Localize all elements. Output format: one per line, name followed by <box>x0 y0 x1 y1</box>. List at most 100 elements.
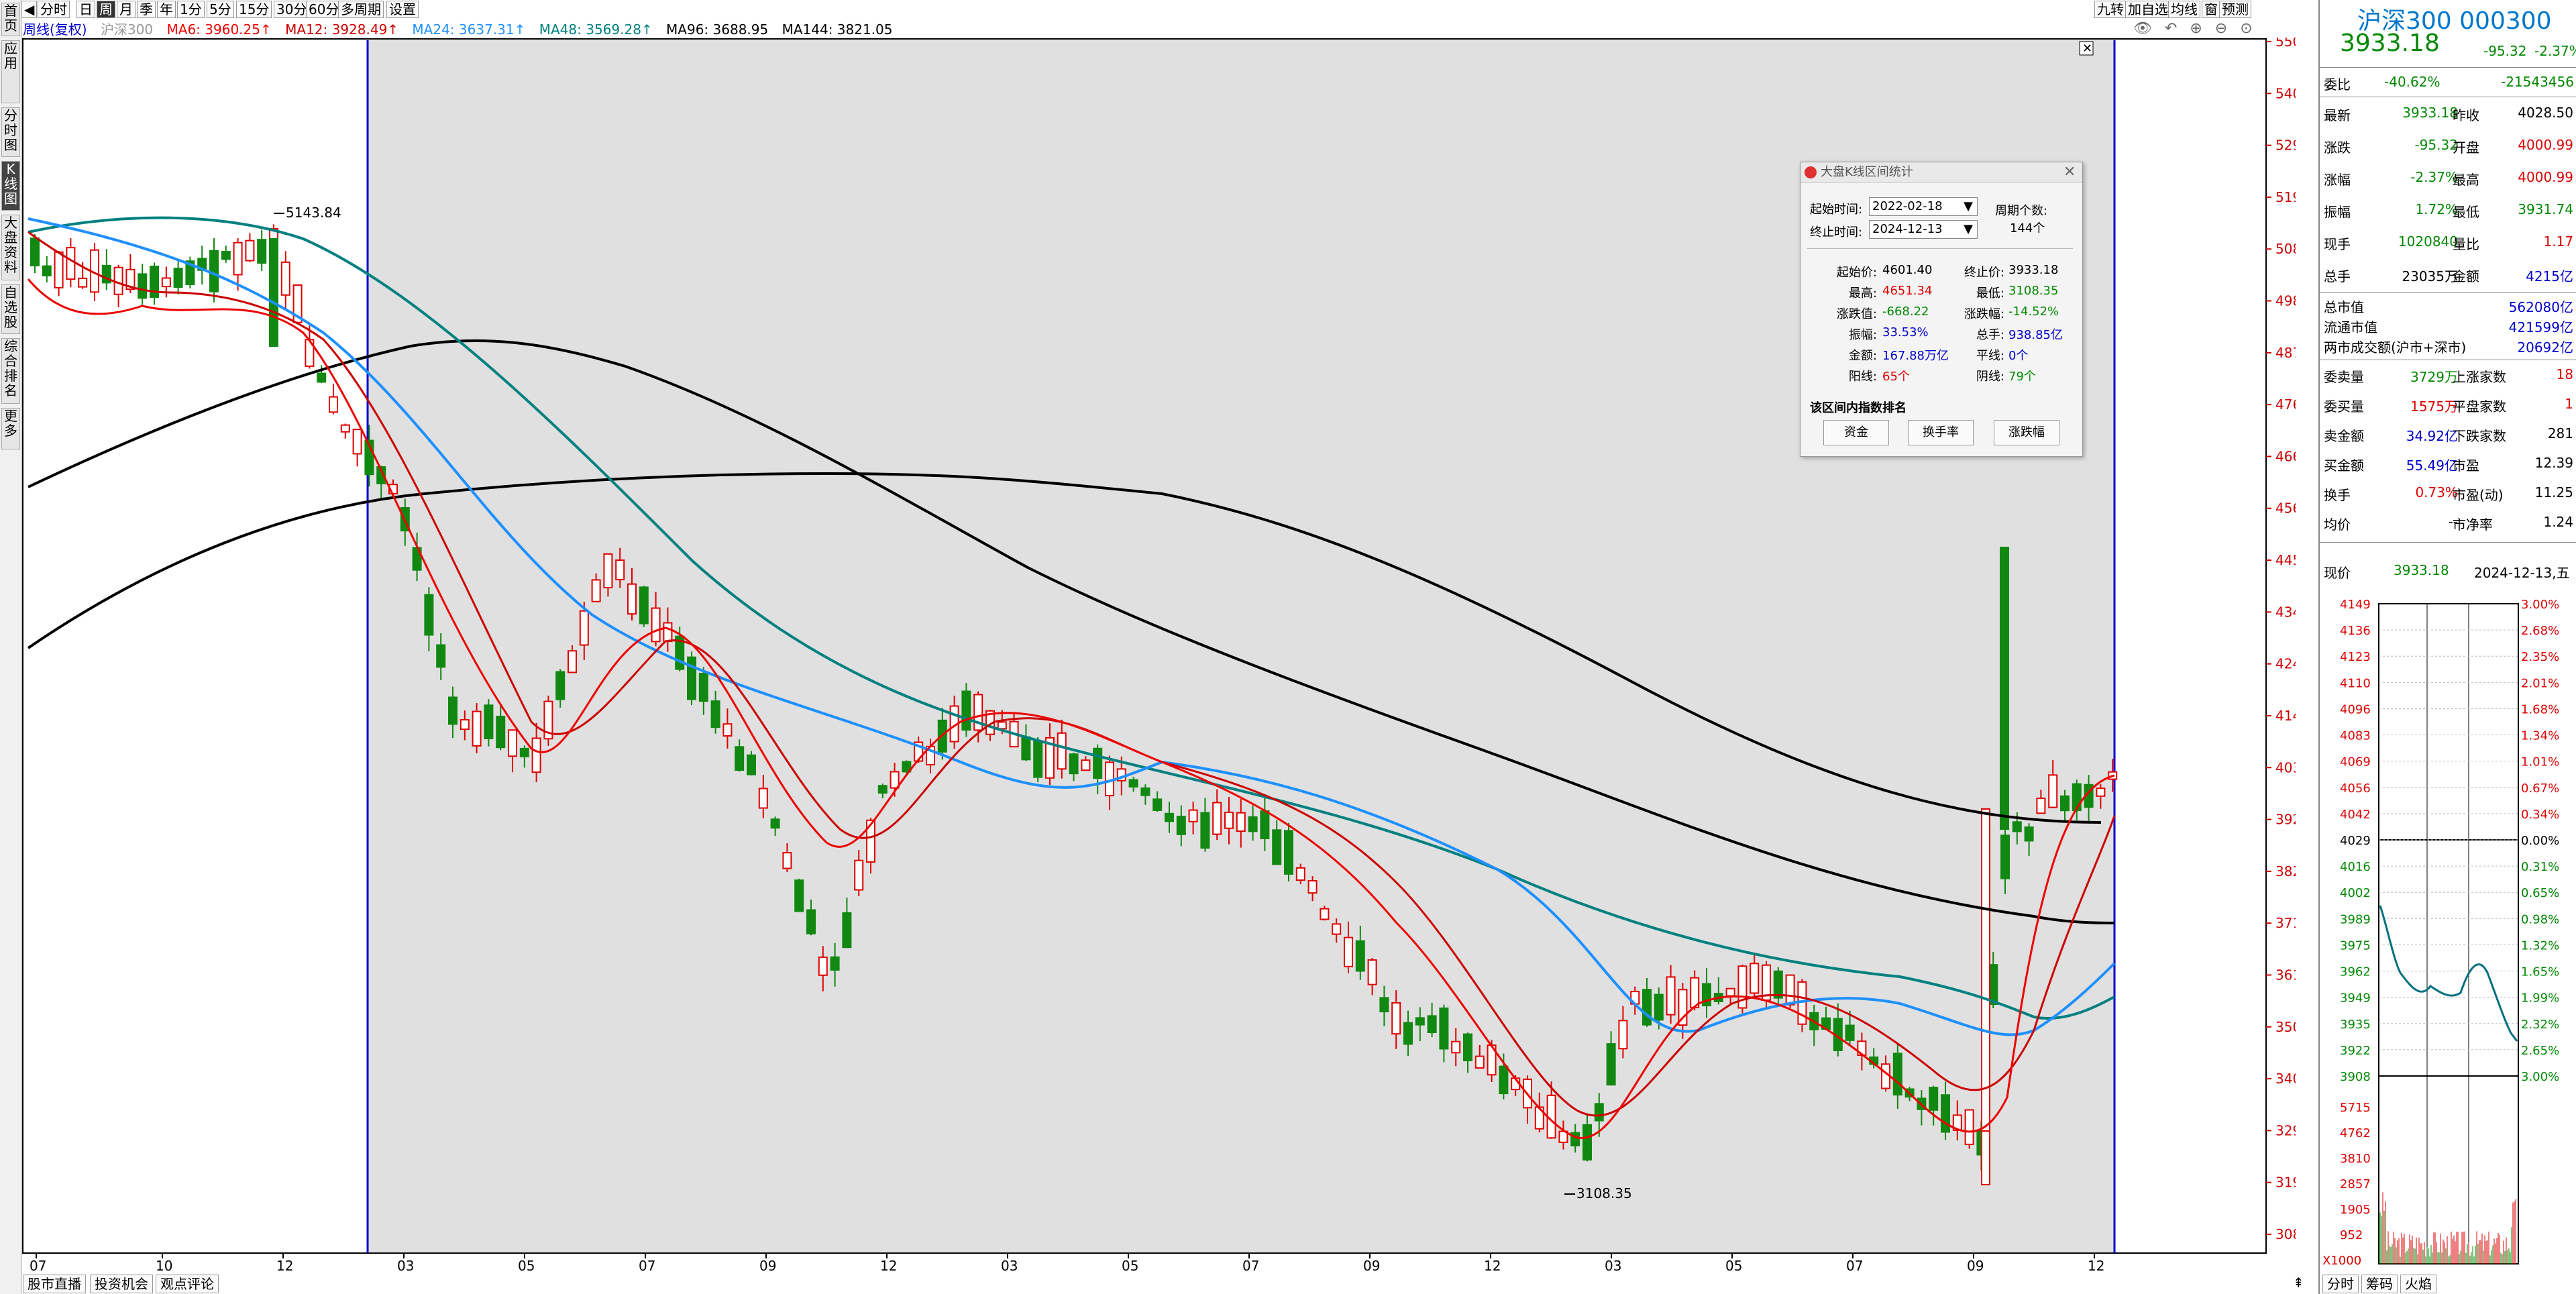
period-month[interactable]: 月 <box>117 1 136 18</box>
stat-value: 938.85亿 <box>2008 328 2063 342</box>
candle-body <box>1427 1015 1437 1033</box>
time-tick: 07 <box>1242 1258 1259 1272</box>
ma6-line <box>27 278 2115 1139</box>
price-tick: 4034 <box>2275 759 2296 775</box>
mini-vol-tick: 3810 <box>2340 1152 2371 1166</box>
chart-tool-icons[interactable]: 👁 ↶ ⊕ ⊖ ⊙ <box>2133 20 2257 37</box>
tool-ma[interactable]: 均线 <box>2168 1 2200 18</box>
quote-value: 4215亿 <box>2526 268 2573 284</box>
tab-live[interactable]: 股市直播 <box>23 1275 86 1293</box>
candle-body <box>531 737 541 773</box>
time-tick: 10 <box>156 1258 172 1272</box>
tool-window[interactable]: 窗 <box>2202 1 2220 18</box>
price-tick: 5191 <box>2275 189 2296 205</box>
candle-body <box>877 785 888 794</box>
candle-body <box>1069 753 1079 775</box>
period-60min[interactable]: 60分 <box>306 1 342 18</box>
scroll-top-icon[interactable]: ⇞ <box>2293 1275 2304 1291</box>
mini-vol-tick: 952 <box>2340 1228 2363 1242</box>
period-settings[interactable]: 设置 <box>386 1 419 18</box>
mini-right-tick: 0.31% <box>2521 860 2559 874</box>
nav-more[interactable]: 更多 <box>1 408 20 449</box>
mini-left-tick: 4002 <box>2340 886 2371 900</box>
candle-body <box>78 277 88 288</box>
dialog-close-icon[interactable]: ✕ <box>2063 164 2076 180</box>
nav-timeshare[interactable]: 分时图 <box>1 107 20 157</box>
period-toolbar: ◀ 分时 日 周 月 季 年 1分 5分 15分 30分 60分 多周期 设置 … <box>21 0 2302 18</box>
candle-body <box>1057 732 1067 770</box>
period-30min[interactable]: 30分 <box>274 1 310 18</box>
period-timeshare[interactable]: 分时 <box>38 1 70 18</box>
mini-price-line <box>2379 905 2518 1042</box>
period-label[interactable]: 周线(复权) <box>23 21 87 38</box>
quote-label: 委卖量 <box>2324 369 2364 385</box>
candle-body <box>1439 1007 1449 1050</box>
nav-home[interactable]: 首页 <box>1 3 20 36</box>
period-15min[interactable]: 15分 <box>236 1 272 18</box>
mini-left-tick: 3962 <box>2340 965 2371 979</box>
time-tick: 09 <box>1967 1258 1984 1272</box>
period-quarter[interactable]: 季 <box>137 1 156 18</box>
candle-body <box>698 672 708 702</box>
stat-label: 涨跌值: <box>1836 307 1877 321</box>
price-tick: 4349 <box>2275 604 2296 620</box>
period-5min[interactable]: 5分 <box>207 1 234 18</box>
tab-opinion[interactable]: 观点评论 <box>156 1275 219 1293</box>
candle-body <box>1307 879 1318 894</box>
candle-body <box>448 696 458 725</box>
tab-rp-flame[interactable]: 火焰 <box>2400 1275 2436 1293</box>
period-week[interactable]: 周 <box>97 1 115 18</box>
tool-nine-turn[interactable]: 九转 <box>2094 1 2127 18</box>
period-arrow[interactable]: ◀ <box>21 1 38 18</box>
candle-body <box>340 424 350 433</box>
period-day[interactable]: 日 <box>76 1 95 18</box>
candle-body <box>1391 1002 1401 1035</box>
interval-close-icon[interactable] <box>2079 41 2094 56</box>
period-year[interactable]: 年 <box>157 1 176 18</box>
candle-body <box>2060 795 2070 812</box>
mini-right-tick: 3.00% <box>2521 1070 2559 1084</box>
tab-rp-timeshare[interactable]: 分时 <box>2322 1275 2359 1293</box>
period-1min[interactable]: 1分 <box>177 1 205 18</box>
candle-body <box>257 239 267 264</box>
now-price-value: 3933.18 <box>2394 562 2449 578</box>
candle-body <box>424 594 434 636</box>
candle-body <box>1582 1124 1592 1161</box>
mini-left-tick: 4083 <box>2340 729 2371 743</box>
tool-forecast[interactable]: 预测 <box>2219 1 2251 18</box>
rank-by-capital-button[interactable]: 资金 <box>1823 420 1889 445</box>
stat-value: 167.88万亿 <box>1882 349 1949 363</box>
mini-timeshare-chart[interactable]: 4149 4136 4123 4110 4096 4083 4069 4056 4042 4029… <box>2320 597 2576 1275</box>
mini-vol-tick: 1905 <box>2340 1203 2371 1217</box>
candle-body <box>352 429 362 455</box>
end-time-select[interactable]: 2024-12-13 ▼ <box>1869 220 1978 239</box>
time-tick: 12 <box>880 1258 897 1272</box>
mini-right-tick: 3.00% <box>2521 598 2559 612</box>
nav-watchlist[interactable]: 自选股 <box>1 284 20 334</box>
tool-add-watch[interactable]: 加自选 <box>2125 1 2171 18</box>
candle-body <box>1725 987 1735 997</box>
rank-by-turnover-button[interactable]: 换手率 <box>1908 420 1974 445</box>
mini-left-tick: 4096 <box>2340 702 2371 716</box>
candle-body <box>1367 959 1377 985</box>
start-time-select[interactable]: 2022-02-18 ▼ <box>1869 197 1978 216</box>
candle-body <box>651 607 661 643</box>
quote-value: 3933.18 <box>2402 105 2458 121</box>
tab-opportunity[interactable]: 投资机会 <box>90 1275 153 1293</box>
quote-value: 1575万 <box>2410 398 2458 415</box>
quote-label: 涨幅 <box>2324 172 2351 188</box>
cap-label: 两市成交额(沪市+深市) <box>2324 339 2467 356</box>
candle-body <box>1929 1087 1939 1111</box>
candle-body <box>854 859 864 891</box>
mini-left-tick: 4016 <box>2340 860 2371 874</box>
rank-by-change-button[interactable]: 涨跌幅 <box>1994 420 2059 445</box>
tab-rp-chips[interactable]: 筹码 <box>2361 1275 2398 1293</box>
nav-kline[interactable]: K线图 <box>1 161 20 211</box>
nav-ranking[interactable]: 综合排名 <box>1 338 20 404</box>
ma24-label: MA24: 3637.31↑ <box>412 21 526 38</box>
candle-body <box>1320 908 1330 920</box>
candle-body <box>1021 736 1031 761</box>
period-multi[interactable]: 多周期 <box>338 1 384 18</box>
nav-apps[interactable]: 应用 <box>1 40 20 103</box>
nav-market-info[interactable]: 大盘资料 <box>1 215 20 280</box>
